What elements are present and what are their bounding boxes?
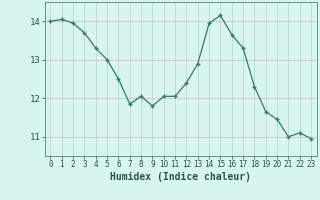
X-axis label: Humidex (Indice chaleur): Humidex (Indice chaleur) [110,172,251,182]
